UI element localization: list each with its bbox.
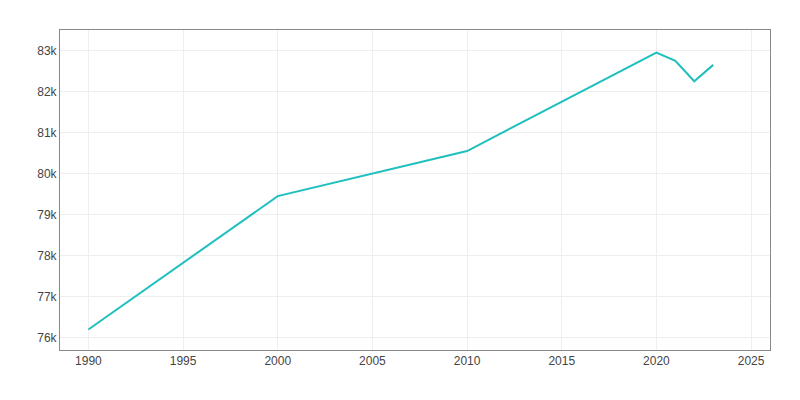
svg-text:77k: 77k (37, 290, 57, 304)
svg-text:79k: 79k (37, 208, 57, 222)
svg-text:82k: 82k (37, 85, 57, 99)
svg-text:2025: 2025 (738, 354, 765, 368)
svg-text:76k: 76k (37, 331, 57, 345)
svg-text:2010: 2010 (454, 354, 481, 368)
svg-text:1995: 1995 (170, 354, 197, 368)
svg-text:83k: 83k (37, 44, 57, 58)
svg-text:2020: 2020 (643, 354, 670, 368)
svg-text:80k: 80k (37, 167, 57, 181)
svg-text:2005: 2005 (359, 354, 386, 368)
svg-text:2015: 2015 (548, 354, 575, 368)
svg-text:2000: 2000 (264, 354, 291, 368)
svg-text:1990: 1990 (75, 354, 102, 368)
svg-text:81k: 81k (37, 126, 57, 140)
svg-text:78k: 78k (37, 249, 57, 263)
